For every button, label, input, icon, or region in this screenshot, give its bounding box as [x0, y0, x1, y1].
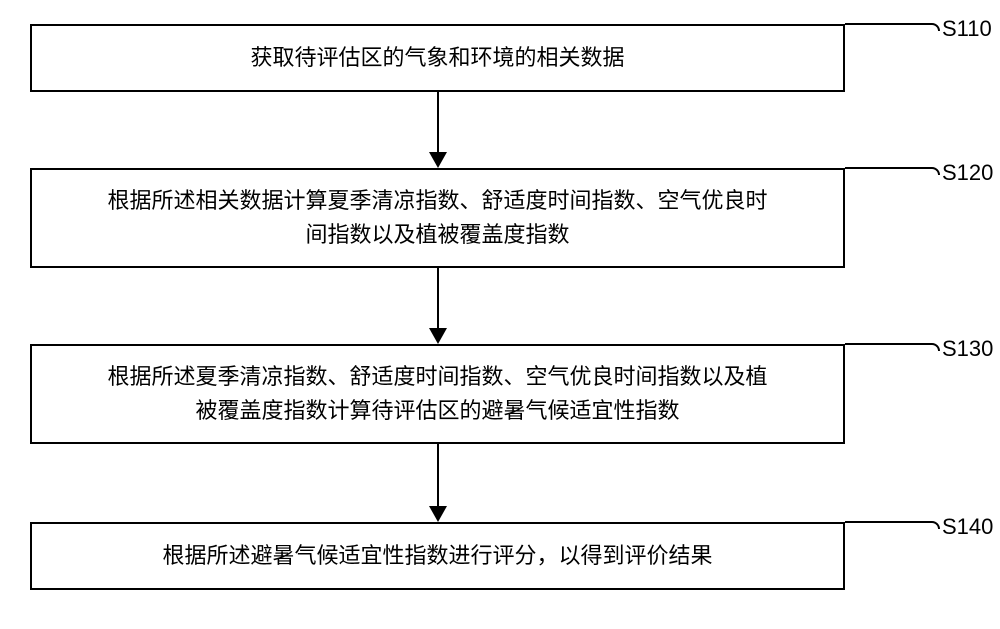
- step-label: S130: [942, 336, 993, 362]
- arrow-line: [437, 92, 439, 152]
- flowchart-canvas: 获取待评估区的气象和环境的相关数据 S110 根据所述相关数据计算夏季清凉指数、舒适…: [0, 0, 1000, 629]
- step-label: S110: [942, 16, 992, 42]
- step-label: S120: [942, 160, 993, 186]
- flowchart-node: 根据所述相关数据计算夏季清凉指数、舒适度时间指数、空气优良时 间指数以及植被覆盖…: [30, 168, 845, 268]
- flowchart-node-text: 根据所述夏季清凉指数、舒适度时间指数、空气优良时间指数以及植 被覆盖度指数计算待…: [107, 360, 767, 428]
- arrow-head-icon: [429, 152, 447, 168]
- leader-line: [845, 23, 940, 31]
- flowchart-node-text: 获取待评估区的气象和环境的相关数据: [250, 41, 624, 75]
- arrow-head-icon: [429, 506, 447, 522]
- flowchart-node: 获取待评估区的气象和环境的相关数据: [30, 24, 845, 92]
- leader-line: [845, 167, 940, 175]
- flowchart-node: 根据所述夏季清凉指数、舒适度时间指数、空气优良时间指数以及植 被覆盖度指数计算待…: [30, 344, 845, 444]
- arrow-line: [437, 444, 439, 506]
- flowchart-node: 根据所述避暑气候适宜性指数进行评分，以得到评价结果: [30, 522, 845, 590]
- leader-line: [845, 521, 940, 529]
- leader-line: [845, 343, 940, 351]
- step-label: S140: [942, 514, 993, 540]
- arrow-head-icon: [429, 328, 447, 344]
- arrow-line: [437, 268, 439, 328]
- flowchart-node-text: 根据所述避暑气候适宜性指数进行评分，以得到评价结果: [162, 539, 712, 573]
- flowchart-node-text: 根据所述相关数据计算夏季清凉指数、舒适度时间指数、空气优良时 间指数以及植被覆盖…: [107, 184, 767, 252]
